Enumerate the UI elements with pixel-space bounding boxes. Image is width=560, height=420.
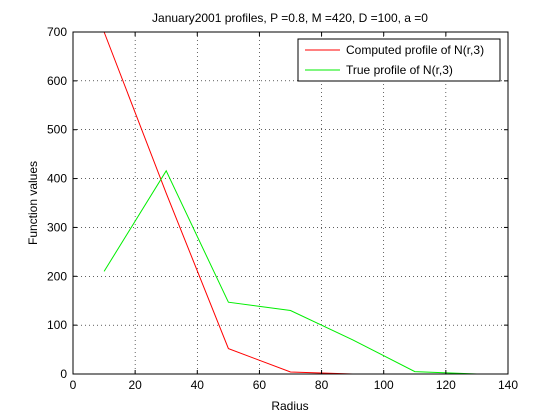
y-tick-label: 600 — [47, 74, 67, 88]
plot-area — [73, 32, 508, 374]
legend-label-computed: Computed profile of N(r,3) — [346, 43, 484, 57]
x-tick-label: 80 — [315, 378, 329, 392]
axis-ticks: 0 20 40 60 80 100 120 140 0 100 200 300 400 500 600 700 — [47, 25, 518, 392]
legend-box — [297, 38, 501, 82]
x-tick-label: 0 — [70, 378, 77, 392]
series-line-true — [103, 169, 477, 375]
y-tick-label: 0 — [60, 367, 67, 381]
x-tick-label: 60 — [253, 378, 267, 392]
y-tick-label: 300 — [47, 220, 67, 234]
y-tick-label: 200 — [47, 269, 67, 283]
y-axis-label: Function values — [26, 161, 40, 245]
legend-label-true: True profile of N(r,3) — [346, 63, 453, 77]
chart-title: January2001 profiles, P =0.8, M =420, D … — [152, 11, 428, 25]
x-tick-label: 40 — [191, 378, 205, 392]
plot-frame — [72, 31, 509, 375]
x-tick-label: 100 — [374, 378, 394, 392]
grid-lines — [73, 32, 508, 374]
legend: Computed profile of N(r,3) True profile … — [297, 38, 501, 82]
x-tick-label: 140 — [498, 378, 518, 392]
x-tick-label: 20 — [128, 378, 142, 392]
x-tick-label: 120 — [436, 378, 456, 392]
y-tick-label: 500 — [47, 123, 67, 137]
y-tick-label: 400 — [47, 172, 67, 186]
x-axis-label: Radius — [271, 399, 308, 413]
y-tick-label: 700 — [47, 25, 67, 39]
y-tick-label: 100 — [47, 318, 67, 332]
